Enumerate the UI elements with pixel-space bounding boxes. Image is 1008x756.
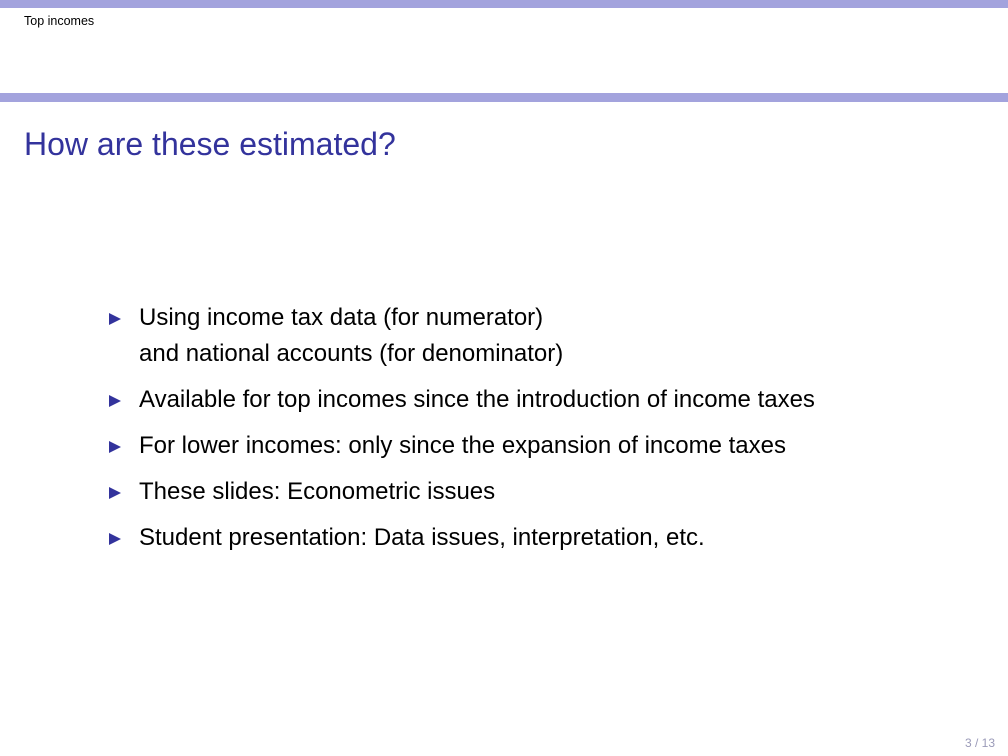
triangle-bullet-icon <box>109 441 121 453</box>
slide-title: How are these estimated? <box>24 126 396 162</box>
bullet-text: For lower incomes: only since the expans… <box>139 432 786 459</box>
triangle-bullet-icon <box>109 533 121 545</box>
header-rule <box>0 93 1008 102</box>
bullet-text: Student presentation: Data issues, inter… <box>139 524 705 551</box>
page-number: 3 / 13 <box>964 736 995 750</box>
triangle-bullet-icon <box>109 313 121 325</box>
section-label: Top incomes <box>24 14 95 28</box>
triangle-bullet-icon <box>109 395 121 407</box>
bullet-item: Available for top incomes since the intr… <box>106 382 815 418</box>
bullet-text: Available for top incomes since the intr… <box>139 386 815 413</box>
top-header-bar <box>0 0 1008 8</box>
bullet-list: Using income tax data (for numerator) an… <box>106 300 815 566</box>
bullet-item: These slides: Econometric issues <box>106 474 815 510</box>
bullet-text: These slides: Econometric issues <box>139 478 496 505</box>
triangle-bullet-icon <box>109 487 121 499</box>
bullet-item: For lower incomes: only since the expans… <box>106 428 815 464</box>
bullet-text-continuation: and national accounts (for denominator) <box>139 340 564 367</box>
bullet-item: Using income tax data (for numerator) an… <box>106 300 815 372</box>
bullet-text: Using income tax data (for numerator) <box>139 304 544 331</box>
bullet-item: Student presentation: Data issues, inter… <box>106 520 815 556</box>
